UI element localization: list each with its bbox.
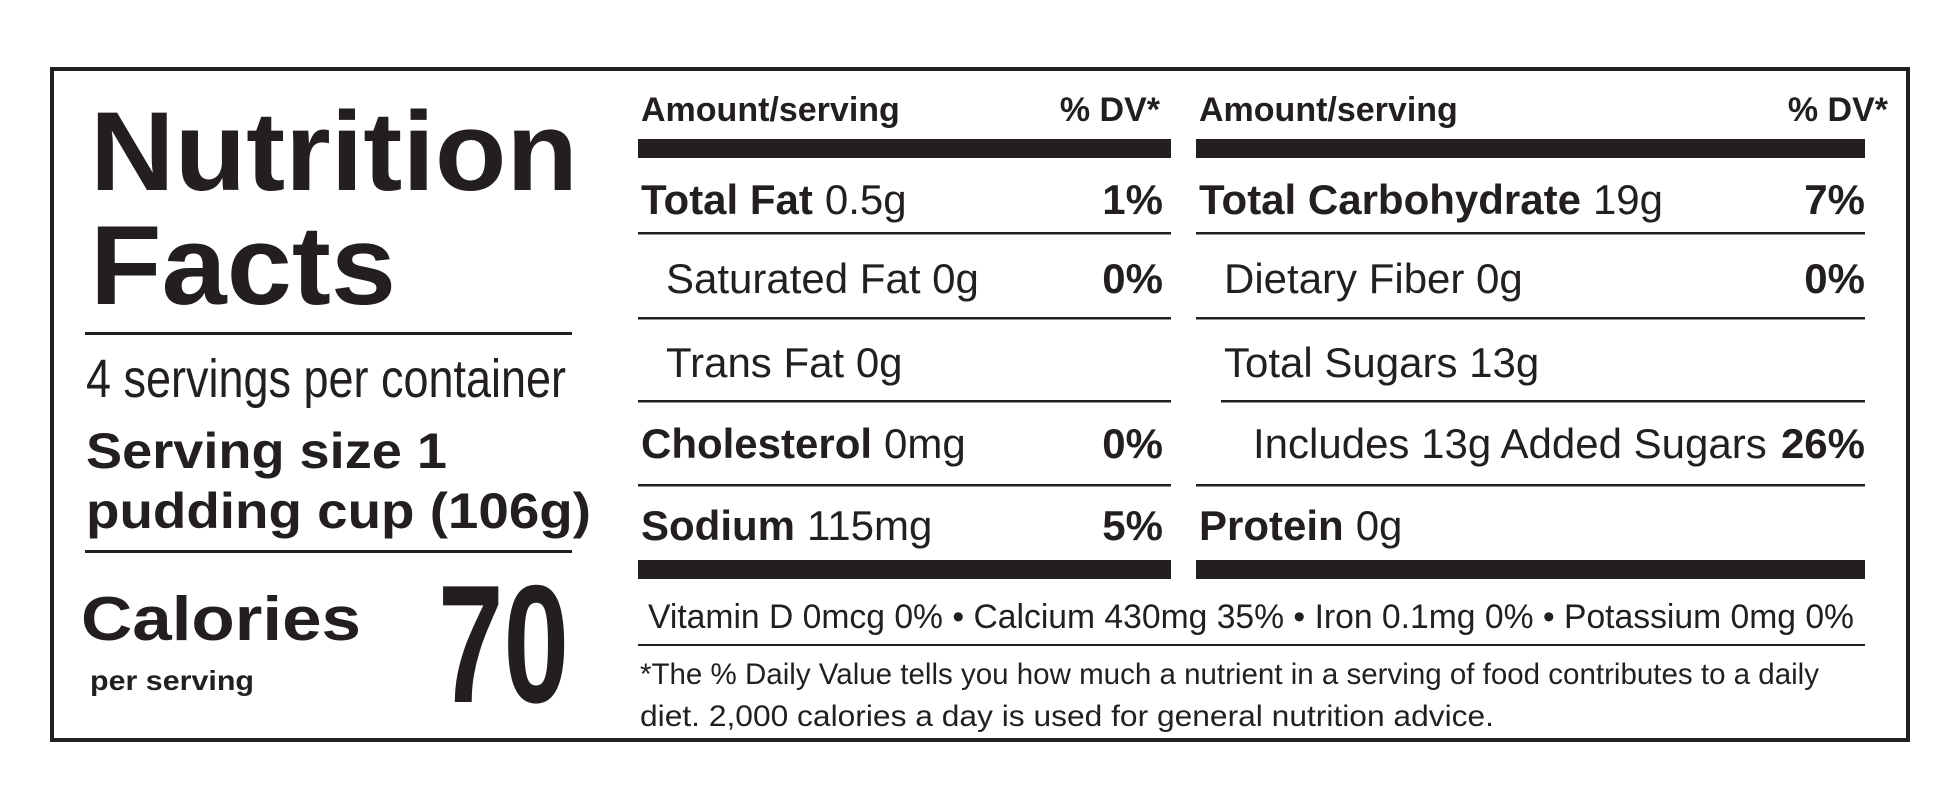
title: Facts [90,203,396,328]
title: Nutrition [90,89,578,214]
nutrient: Total Carbohydrate 19g [1199,176,1663,223]
nutrient-name: Total Fat [641,176,813,223]
nutrient-amount: 0.5g [825,176,907,223]
thick-rule [1196,560,1865,579]
vitamins: Vitamin D 0mcg 0% • Calcium 430mg 35% • … [648,598,1854,636]
serving-size: Serving size 1 [86,423,447,479]
column-header: % DV* [1788,91,1889,129]
nutrient-name: Dietary Fiber 0g [1224,255,1523,302]
row-rule [638,317,1171,320]
nutrient-name: Includes 13g Added Sugars [1253,420,1767,467]
nutrient-name: Total Carbohydrate [1199,176,1581,223]
rule [85,332,572,335]
nutrient: Total Fat 0.5g [641,176,907,223]
serving-size: pudding cup (106g) [86,483,591,539]
daily-value: 0% [1102,420,1163,467]
row-rule [638,232,1171,235]
nutrient: Includes 13g Added Sugars [1253,420,1767,467]
nutrient: Total Sugars 13g [1224,339,1539,386]
nutrient-amount: 19g [1593,176,1663,223]
nutrient-name: Trans Fat 0g [666,339,903,386]
nutrient-amount: 0mg [884,420,966,467]
footnote: *The % Daily Value tells you how much a … [640,658,1819,691]
nutrient-name: Total Sugars 13g [1224,339,1539,386]
thick-rule [1196,139,1865,158]
nutrient: Cholesterol 0mg [641,420,966,467]
column-header: Amount/serving [1199,91,1458,129]
nutrient-name: Saturated Fat 0g [666,255,979,302]
row-rule [1196,484,1865,487]
column-header: % DV* [1060,91,1161,129]
footnote: diet. 2,000 calories a day is used for g… [640,700,1494,733]
nutrient-name: Cholesterol [641,420,872,467]
daily-value: 1% [1102,176,1163,223]
thick-rule [638,560,1171,579]
nutrient: Saturated Fat 0g [666,255,979,302]
daily-value: 5% [1102,502,1163,549]
rule [85,550,572,553]
calories-value: 70 [438,550,569,738]
nutrient-amount: 0g [1356,502,1403,549]
label-border [50,67,1910,742]
daily-value: 26% [1781,420,1865,467]
row-rule [1221,400,1865,403]
nutrient: Dietary Fiber 0g [1224,255,1523,302]
nutrient: Sodium 115mg [641,502,932,549]
nutrient: Protein 0g [1199,502,1402,549]
thick-rule [638,139,1171,158]
nutrient-amount: 115mg [807,502,932,549]
nutrient: Trans Fat 0g [666,339,903,386]
per-serving: per serving [90,665,254,696]
servings: 4 servings per container [86,349,566,409]
daily-value: 0% [1102,255,1163,302]
row-rule [1196,232,1865,235]
column-header: Amount/serving [641,91,900,129]
row-rule [638,484,1171,487]
row-rule [638,400,1171,403]
daily-value: 0% [1804,255,1865,302]
nutrient-name: Sodium [641,502,795,549]
row-rule [1196,317,1865,320]
daily-value: 7% [1804,176,1865,223]
nutrient-name: Protein [1199,502,1344,549]
calories-label: Calories [81,585,361,654]
rule [638,644,1865,646]
